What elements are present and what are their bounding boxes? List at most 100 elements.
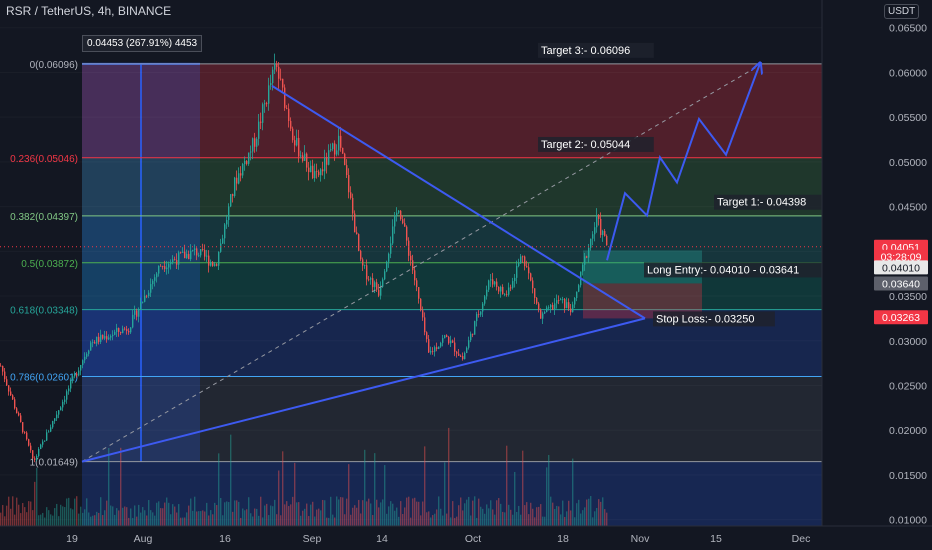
candle-body [202, 249, 204, 250]
candle-body [118, 328, 120, 332]
volume-bar [246, 509, 248, 526]
candle-body [316, 171, 318, 172]
candle-body [42, 441, 44, 445]
candle-body [130, 327, 132, 333]
candle-body [354, 213, 356, 233]
candle-body [404, 223, 406, 227]
candle-body [196, 248, 198, 256]
volume-bar [228, 502, 230, 526]
candle-body [550, 304, 552, 308]
candle-body [588, 247, 590, 258]
time-tick-label: 19 [66, 533, 78, 545]
volume-bar [590, 496, 592, 526]
candle-body [554, 303, 556, 310]
volume-bar [38, 515, 40, 526]
currency-badge[interactable]: USDT [884, 4, 920, 19]
candle-body [156, 273, 158, 278]
volume-bar [476, 517, 478, 526]
volume-bar [292, 496, 294, 526]
volume-bar [394, 510, 396, 526]
fibonacci-retracement[interactable]: 0(0.06096) 0.236(0.05046) 0.382(0.04397) 0.… [10, 60, 822, 526]
candle-body [428, 339, 430, 353]
fib-label: 0.786(0.02601) [10, 372, 78, 383]
volume-bar [530, 502, 532, 526]
candle-body [178, 252, 180, 265]
symbol-title[interactable]: RSR / TetherUS, 4h, BINANCE [6, 4, 172, 18]
volume-bar [120, 447, 122, 526]
volume-bar [16, 497, 18, 526]
volume-bar [348, 464, 350, 526]
volume-bar [238, 501, 240, 526]
volume-bar [430, 517, 432, 526]
candle-body [562, 299, 564, 300]
time-axis-bg [0, 526, 932, 550]
candle-body [258, 121, 260, 139]
candle-body [100, 334, 102, 342]
volume-bar [402, 514, 404, 526]
volume-bar [414, 497, 416, 526]
candle-body [344, 153, 346, 166]
volume-bars [0, 427, 608, 526]
volume-bar [152, 512, 154, 526]
candle-body [570, 308, 572, 313]
volume-bar [306, 503, 308, 526]
volume-bar [274, 499, 276, 526]
volume-bar [574, 517, 576, 526]
candle-body [374, 282, 376, 288]
volume-bar [562, 500, 564, 526]
candle-body [302, 155, 304, 161]
volume-bar [162, 508, 164, 526]
volume-bar [576, 503, 578, 526]
candle-body [180, 252, 182, 254]
volume-bar [254, 508, 256, 526]
candle-body [248, 152, 250, 164]
candle-body [304, 153, 306, 161]
volume-bar [122, 507, 124, 526]
price-tick-label: 0.02500 [889, 380, 927, 392]
volume-bar [520, 514, 522, 526]
candle-body [462, 356, 464, 360]
candle-body [488, 280, 490, 290]
annotation-labels: Target 3:- 0.06096 Target 2:- 0.05044 Targ… [538, 42, 833, 327]
candle-body [296, 137, 298, 146]
candle-body [270, 83, 272, 86]
volume-bar [408, 496, 410, 526]
candle-body [228, 206, 230, 221]
candle-body [252, 138, 254, 152]
volume-bar [138, 504, 140, 526]
volume-bar [446, 513, 448, 526]
volume-bar [356, 507, 358, 526]
volume-bar [326, 517, 328, 526]
volume-bar [212, 514, 214, 526]
volume-bar [24, 507, 26, 526]
candle-body [476, 314, 478, 322]
volume-bar [418, 501, 420, 526]
candle-body [394, 215, 396, 227]
fib-label: 0.5(0.03872) [21, 259, 78, 270]
drawings[interactable] [81, 64, 762, 463]
annotation-bg [653, 311, 775, 327]
volume-bar [378, 507, 380, 526]
candle-body [278, 66, 280, 79]
candle-body [174, 259, 176, 261]
volume-bar [548, 454, 550, 526]
candle-body [450, 340, 452, 344]
volume-bar [32, 510, 34, 526]
volume-bar [270, 505, 272, 526]
volume-bar [426, 512, 428, 526]
volume-bar [392, 503, 394, 526]
candle-body [530, 273, 532, 281]
volume-bar [222, 515, 224, 526]
volume-bar [178, 504, 180, 526]
candle-body [186, 253, 188, 259]
candle-body [20, 415, 22, 423]
candle-body [230, 194, 232, 207]
candle-body [272, 69, 274, 84]
candle-body [524, 256, 526, 267]
projection-arrow [606, 64, 760, 261]
candle-body [40, 444, 42, 450]
candle-body [282, 78, 284, 88]
volume-bar [484, 513, 486, 526]
volume-bar [384, 465, 386, 526]
